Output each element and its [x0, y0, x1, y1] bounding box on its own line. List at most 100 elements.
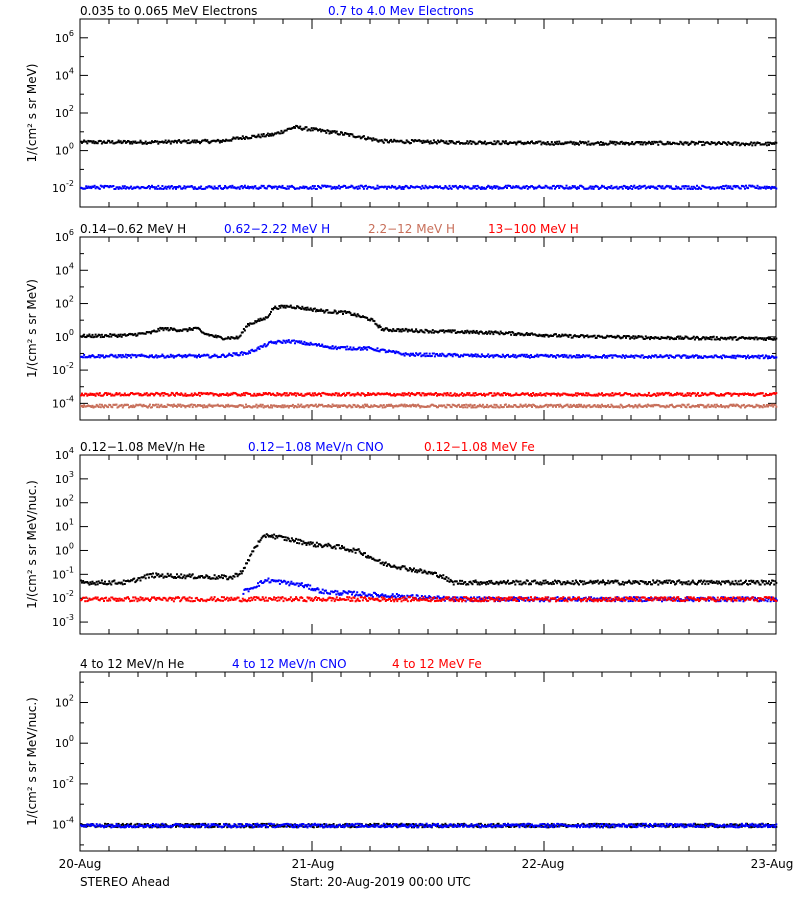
- data-point-1-2: [83, 187, 86, 190]
- data-point-1-1: [639, 143, 642, 146]
- data-point-1-2: [692, 185, 695, 188]
- data-point-1-1: [301, 128, 304, 131]
- data-point-2-3: [303, 406, 306, 409]
- data-point-2-4: [303, 394, 306, 397]
- data-point-2-4: [435, 392, 437, 394]
- data-point-3-1: [136, 578, 139, 581]
- data-point-2-2: [154, 355, 157, 358]
- data-point-1-1: [680, 141, 683, 144]
- data-point-1-2: [704, 186, 707, 189]
- data-point-2-1: [605, 336, 608, 339]
- data-point-2-4: [587, 392, 590, 395]
- data-point-2-4: [113, 394, 116, 397]
- data-point-2-2: [622, 355, 625, 358]
- data-point-2-2: [498, 355, 501, 358]
- data-point-2-1: [742, 336, 745, 339]
- data-point-1-2: [239, 185, 242, 188]
- data-point-2-2: [560, 354, 563, 357]
- data-point-2-1: [655, 336, 658, 339]
- data-point-3-1: [235, 572, 238, 575]
- data-point-1-1: [664, 143, 667, 146]
- data-point-2-2: [98, 356, 101, 359]
- data-point-2-1: [576, 335, 579, 338]
- data-point-1-2: [631, 188, 634, 190]
- data-point-1-1: [751, 144, 754, 147]
- data-point-2-3: [657, 404, 660, 406]
- data-point-2-1: [424, 328, 427, 331]
- data-point-3-1: [692, 581, 695, 584]
- data-point-2-3: [178, 404, 181, 407]
- data-point-1-2: [494, 187, 497, 189]
- data-point-3-1: [341, 545, 343, 547]
- data-point-2-1: [207, 333, 210, 336]
- data-point-2-4: [243, 394, 246, 397]
- data-point-1-1: [474, 143, 477, 146]
- data-point-1-2: [441, 187, 444, 189]
- data-point-2-4: [728, 392, 731, 395]
- data-point-1-1: [450, 140, 453, 142]
- data-point-3-1: [381, 561, 384, 564]
- data-point-2-4: [282, 393, 285, 396]
- data-point-2-4: [454, 394, 457, 397]
- data-point-2-3: [477, 405, 480, 408]
- data-point-3-1: [95, 580, 98, 583]
- data-point-2-3: [265, 405, 268, 408]
- data-point-2-1: [747, 337, 750, 340]
- data-point-2-3: [465, 403, 468, 406]
- data-point-2-2: [704, 355, 707, 358]
- data-point-2-1: [494, 330, 497, 333]
- data-point-1-1: [436, 142, 438, 145]
- data-point-2-1: [668, 338, 671, 341]
- data-point-3-1: [684, 582, 687, 585]
- y-tick-label-3: 103: [55, 470, 74, 486]
- data-point-2-3: [724, 406, 727, 409]
- data-point-1-1: [764, 141, 767, 144]
- data-point-2-3: [678, 404, 681, 407]
- data-point-2-3: [96, 404, 99, 407]
- data-point-2-2: [676, 354, 679, 357]
- data-point-2-2: [372, 348, 375, 351]
- data-point-1-2: [756, 184, 759, 187]
- data-point-2-4: [254, 394, 257, 397]
- data-point-1-1: [563, 142, 566, 145]
- data-point-2-3: [109, 404, 112, 406]
- data-point-1-1: [329, 130, 332, 133]
- data-point-2-4: [182, 394, 185, 397]
- data-point-2-2: [621, 354, 624, 357]
- data-point-2-4: [286, 394, 289, 397]
- data-point-2-2: [130, 356, 133, 359]
- data-point-3-1: [718, 582, 721, 585]
- data-point-1-2: [163, 186, 166, 189]
- data-point-1-2: [444, 185, 447, 187]
- data-point-3-1: [317, 545, 319, 548]
- data-point-1-2: [437, 186, 439, 189]
- data-point-2-1: [567, 335, 570, 338]
- data-point-2-3: [335, 404, 338, 407]
- data-point-2-2: [530, 354, 532, 357]
- data-point-3-1: [181, 577, 184, 580]
- data-point-3-1: [668, 579, 671, 582]
- data-point-2-1: [537, 335, 540, 337]
- data-point-1-1: [294, 126, 296, 129]
- data-point-1-1: [333, 130, 336, 133]
- data-point-1-1: [409, 142, 412, 144]
- data-point-2-4: [135, 392, 138, 395]
- data-point-2-3: [635, 405, 638, 408]
- data-point-2-4: [163, 392, 166, 394]
- data-point-2-2: [767, 357, 769, 360]
- data-point-2-2: [711, 356, 714, 359]
- data-point-2-2: [630, 354, 633, 357]
- data-point-1-1: [562, 143, 565, 146]
- data-point-1-1: [87, 139, 90, 142]
- data-point-1-1: [341, 131, 343, 134]
- data-point-3-1: [733, 583, 736, 586]
- data-point-2-3: [386, 405, 389, 407]
- data-point-1-2: [381, 185, 384, 188]
- data-point-2-1: [202, 331, 205, 334]
- data-point-1-2: [160, 187, 163, 190]
- data-point-1-1: [526, 140, 529, 143]
- data-point-1-1: [555, 142, 557, 145]
- data-point-2-2: [536, 353, 539, 356]
- y-tick-label-3: 10-2: [52, 589, 74, 605]
- data-point-2-4: [528, 394, 531, 397]
